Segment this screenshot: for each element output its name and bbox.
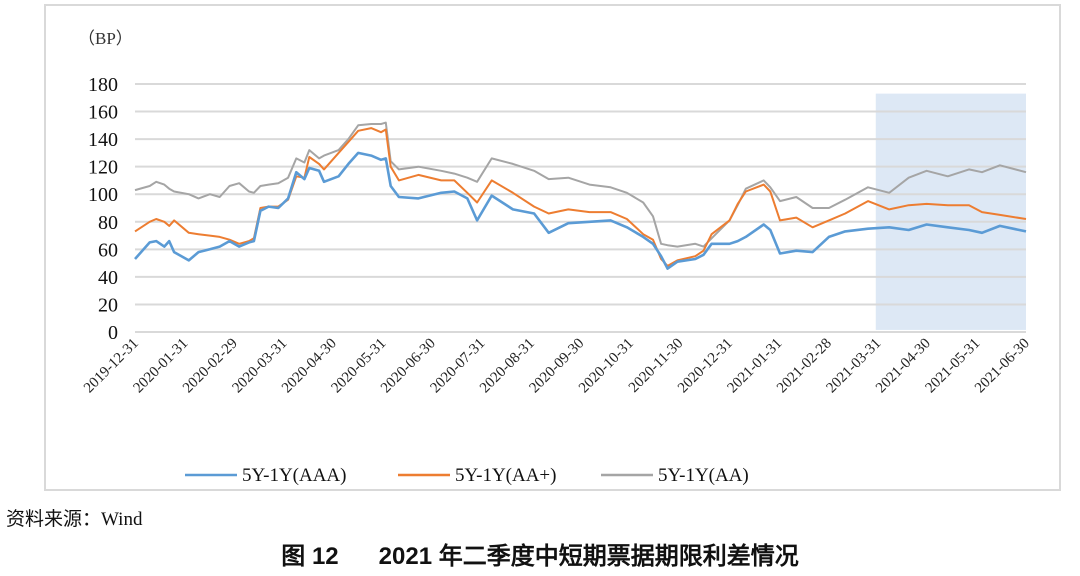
highlight-region bbox=[875, 93, 1026, 330]
legend-label: 5Y-1Y(AA+) bbox=[455, 465, 556, 486]
y-axis-ticks: 0 20 40 60 80 100 120 140 160 180 bbox=[88, 74, 118, 344]
y-tick-label: 100 bbox=[88, 184, 118, 206]
y-tick-label: 20 bbox=[98, 294, 118, 316]
legend-label: 5Y-1Y(AAA) bbox=[242, 465, 346, 486]
y-tick-label: 60 bbox=[98, 239, 118, 261]
y-tick-label: 40 bbox=[98, 267, 118, 289]
y-tick-label: 0 bbox=[108, 322, 118, 344]
chart-frame bbox=[44, 4, 1061, 491]
y-tick-label: 140 bbox=[88, 129, 118, 151]
series-lines bbox=[134, 121, 1027, 270]
legend: 5Y-1Y(AAA) 5Y-1Y(AA+) 5Y-1Y(AA) bbox=[185, 465, 749, 486]
x-axis-ticks: 2019-12-312020-01-312020-02-292020-03-31… bbox=[81, 336, 1033, 397]
series-line-aa bbox=[134, 121, 1027, 248]
y-tick-label: 160 bbox=[88, 102, 118, 124]
series-line-aaa bbox=[134, 151, 1027, 270]
y-unit-label: （BP） bbox=[78, 29, 133, 48]
y-tick-label: 80 bbox=[98, 212, 118, 234]
y-tick-label: 180 bbox=[88, 74, 118, 96]
series-line-aa-plus bbox=[134, 127, 1027, 267]
x-tick-label: 2021-06-30 bbox=[972, 336, 1033, 397]
source-note: 资料来源：Wind bbox=[6, 509, 143, 530]
gridlines bbox=[135, 83, 1026, 333]
legend-label: 5Y-1Y(AA) bbox=[658, 465, 749, 486]
y-tick-label: 120 bbox=[88, 157, 118, 179]
figure-caption: 图 12 2021 年二季度中短期票据期限利差情况 bbox=[281, 543, 799, 570]
